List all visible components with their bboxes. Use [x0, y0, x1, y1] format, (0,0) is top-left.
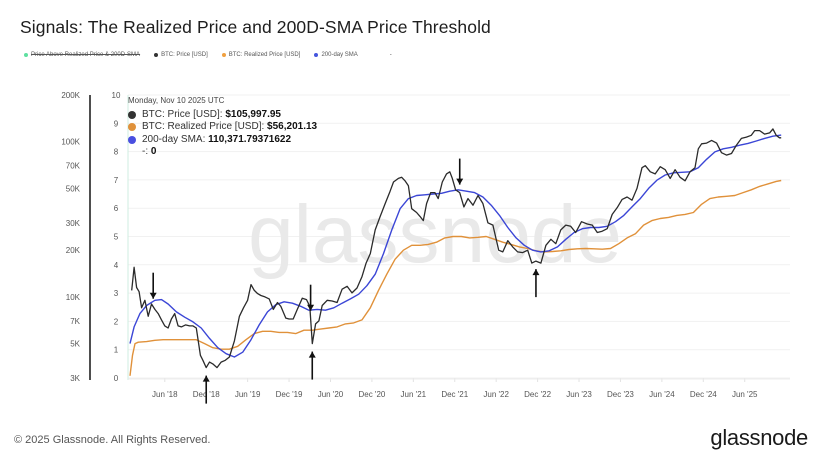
tooltip-row-price: BTC: Price [USD]: $105,997.95: [128, 109, 317, 122]
y2-tick-label: 8: [114, 148, 119, 157]
chart-title: Signals: The Realized Price and 200D-SMA…: [20, 17, 491, 37]
x-tick-label: Jun '18: [152, 390, 178, 399]
legend-dot-price: [154, 53, 159, 57]
x-tick-label: Jun '23: [566, 390, 592, 399]
legend-item-sma[interactable]: 200-day SMA: [314, 52, 358, 58]
legend: Price Above Realized Price & 200D-SMA BT…: [24, 52, 392, 58]
tooltip-label-realized: BTC: Realized Price [USD]:: [142, 121, 268, 132]
x-tick-label: Jun '21: [401, 390, 427, 399]
tooltip-label-sma: 200-day SMA:: [142, 133, 209, 145]
y2-tick-label: 1: [114, 346, 119, 355]
series-group: [129, 128, 782, 376]
legend-item-price[interactable]: BTC: Price [USD]: [154, 52, 208, 58]
tooltip-row-realized: BTC: Realized Price [USD]: $56,201.13: [128, 121, 317, 134]
tooltip-dot-dash: [128, 148, 136, 156]
tooltip-row-sma: 200-day SMA: 110,371.79371622: [128, 134, 317, 147]
tooltip-dot-realized: [128, 123, 136, 132]
arrow-up-icon: [308, 351, 316, 358]
series-line-btc-price-usd: [131, 128, 782, 369]
legend-label-dash: -: [389, 52, 392, 58]
y2-tick-label: 2: [114, 317, 119, 326]
y-tick-label: 200K: [61, 91, 80, 100]
tooltip-label-price: BTC: Price [USD]:: [142, 108, 226, 120]
y2-tick-label: 4: [114, 261, 119, 270]
y2-tick-label: 10: [112, 91, 121, 100]
tooltip: Monday, Nov 10 2025 UTC BTC: Price [USD]…: [128, 95, 317, 159]
series-line-btc-realized-price-usd: [129, 179, 782, 376]
y-tick-label: 7K: [70, 317, 80, 326]
tooltip-text-dash: -: 0: [142, 146, 156, 159]
legend-dot-signal: [24, 53, 28, 57]
y-tick-label: 10K: [66, 293, 81, 302]
x-tick-label: Dec '24: [690, 390, 717, 399]
tooltip-value-realized: $56,201.13: [267, 121, 318, 132]
tooltip-value-dash: 0: [150, 146, 157, 157]
y2-axis: 0 1 2 3 4 5 6 7 8 9 10: [112, 91, 121, 383]
tooltip-row-dash: -: 0: [128, 146, 317, 159]
x-tick-label: Dec '19: [276, 390, 303, 399]
tooltip-text-price: BTC: Price [USD]: $105,997.95: [142, 109, 281, 122]
arrow-down-icon: [456, 178, 464, 185]
tooltip-value-price: $105,997.95: [225, 108, 281, 120]
y2-tick-label: 3: [114, 289, 119, 298]
tooltip-value-sma: 110,371.79371622: [208, 133, 292, 145]
y2-tick-label: 7: [114, 176, 119, 185]
legend-item-signal[interactable]: Price Above Realized Price & 200D-SMA: [24, 52, 140, 58]
arrow-up-icon: [202, 375, 210, 382]
y2-tick-label: 5: [114, 233, 119, 242]
x-tick-label: Dec '21: [441, 390, 468, 399]
arrow-up-icon: [532, 269, 540, 276]
legend-item-realized[interactable]: BTC: Realized Price [USD]: [221, 52, 301, 58]
legend-label-realized: BTC: Realized Price [USD]: [228, 52, 301, 58]
y-axis: 200K 100K 70K 50K 30K 20K 10K 7K 5K 3K: [61, 91, 80, 383]
y2-tick-label: 0: [114, 374, 119, 383]
y-tick-label: 70K: [66, 162, 81, 171]
tooltip-text-realized: BTC: Realized Price [USD]: $56,201.13: [142, 121, 317, 134]
x-tick-label: Dec '22: [524, 390, 551, 399]
arrow-down-icon: [149, 292, 157, 299]
series-line-200-day-sma: [129, 134, 782, 358]
y2-tick-label: 9: [114, 119, 119, 128]
x-tick-label: Jun '22: [483, 390, 509, 399]
arrow-down-icon: [307, 304, 315, 311]
legend-dot-realized: [221, 53, 226, 57]
y-tick-label: 100K: [61, 138, 80, 147]
annotations: [149, 158, 540, 404]
y-tick-label: 30K: [66, 219, 81, 228]
x-tick-label: Dec '20: [358, 390, 385, 399]
y-tick-label: 5K: [70, 340, 80, 349]
legend-label-signal: Price Above Realized Price & 200D-SMA: [31, 52, 141, 58]
x-tick-label: Dec '23: [607, 390, 634, 399]
legend-dot-sma: [314, 53, 319, 57]
y-tick-label: 20K: [66, 246, 81, 255]
y2-tick-label: 6: [114, 204, 119, 213]
y-tick-label: 50K: [66, 184, 81, 193]
legend-item-dash[interactable]: -: [390, 52, 392, 58]
y-tick-label: 3K: [70, 374, 80, 383]
x-axis: Jun '18 Dec '18 Jun '19 Dec '19 Jun '20 Dec '…: [128, 378, 790, 399]
legend-label-sma: 200-day SMA: [321, 52, 358, 58]
tooltip-dot-price: [128, 110, 136, 119]
copyright: © 2025 Glassnode. All Rights Reserved.: [14, 434, 211, 446]
x-tick-label: Jun '25: [732, 390, 758, 399]
tooltip-text-sma: 200-day SMA: 110,371.79371622: [142, 134, 291, 147]
legend-label-price: BTC: Price [USD]: [161, 52, 208, 58]
tooltip-dot-sma: [128, 135, 136, 144]
brand-logo: glassnode: [710, 425, 808, 450]
x-tick-label: Jun '19: [235, 390, 261, 399]
tooltip-date: Monday, Nov 10 2025 UTC: [128, 96, 225, 105]
x-tick-label: Jun '24: [649, 390, 675, 399]
watermark: glassnode: [248, 189, 622, 280]
x-tick-label: Jun '20: [318, 390, 344, 399]
tooltip-label-dash: -:: [142, 146, 151, 157]
